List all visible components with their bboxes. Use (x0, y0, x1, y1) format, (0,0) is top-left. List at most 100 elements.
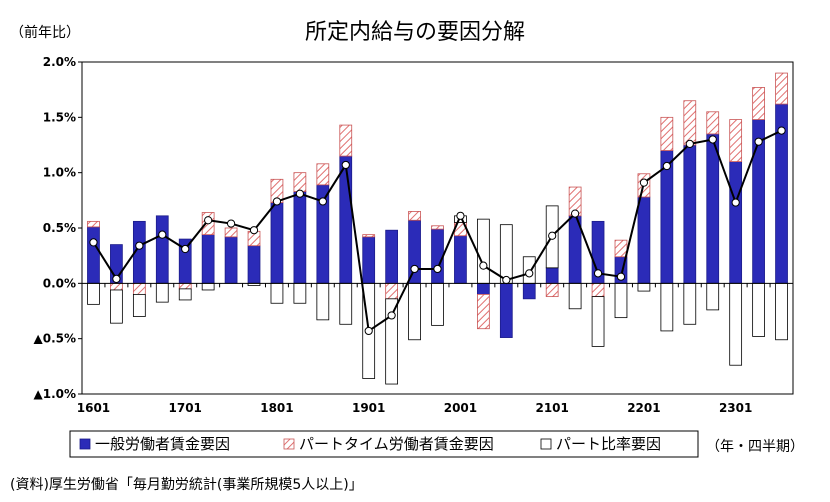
bar-general-1804 (339, 155, 353, 284)
bar-general-2001 (454, 235, 467, 284)
bar-general-1901 (362, 236, 376, 284)
chart-legend: 一般労働者賃金要因 パートタイム労働者賃金要因 パート比率要因 (69, 430, 699, 458)
bar-part-time-1603 (132, 282, 146, 295)
line-point-2203 (685, 139, 694, 148)
bar-part-time-2101 (545, 282, 559, 298)
bar-part-time-1904 (431, 225, 444, 230)
line-point-1701 (181, 244, 190, 254)
line-point-1804 (341, 160, 350, 170)
bar-part-time-1601 (87, 220, 100, 228)
legend-swatch-part-time (283, 438, 295, 450)
bar-general-1903 (408, 219, 421, 284)
line-point-1902 (387, 311, 396, 320)
bar-part-time-2104 (614, 239, 628, 258)
bar-general-2202 (660, 150, 674, 284)
bar-part-time-2202 (660, 116, 674, 151)
line-point-2302 (754, 137, 763, 146)
line-point-2102 (571, 209, 580, 218)
bar-part-time-2303 (775, 72, 788, 105)
bar-ratio-2301 (729, 282, 743, 366)
line-point-1601 (89, 238, 98, 247)
x-tick-label: 2001 (444, 401, 477, 415)
legend-swatch-general (79, 438, 91, 450)
x-tick-label: 2301 (719, 401, 752, 415)
line-point-2201 (639, 178, 649, 187)
line-point-2004 (525, 269, 534, 278)
legend-label-ratio: パート比率要因 (556, 435, 661, 453)
bar-ratio-2102 (568, 282, 582, 310)
bar-ratio-1801 (270, 282, 284, 304)
line-point-2101 (548, 231, 557, 240)
bar-ratio-2202 (660, 282, 674, 332)
line-point-2104 (616, 272, 626, 281)
line-point-2003 (502, 275, 511, 285)
bar-general-2204 (706, 133, 720, 284)
bar-general-1801 (270, 202, 284, 284)
bar-general-1702 (201, 234, 215, 284)
bar-general-2002 (477, 282, 490, 295)
bar-part-time-2204 (706, 111, 720, 135)
x-tick-label: 1601 (77, 401, 110, 415)
bar-general-2003 (499, 282, 513, 338)
x-tick-label: 2101 (535, 401, 568, 415)
y-tick-label: 1.5% (43, 110, 76, 124)
y-tick-label: 0.0% (43, 276, 76, 290)
legend-frame (69, 430, 699, 458)
bar-ratio-2103 (591, 296, 605, 347)
line-point-1802 (295, 189, 304, 198)
bar-part-time-1902 (385, 282, 399, 300)
bar-ratio-1804 (339, 282, 353, 325)
line-point-1603 (135, 241, 144, 250)
bar-general-1902 (385, 229, 399, 284)
bar-ratio-1702 (201, 282, 215, 291)
bar-ratio-1903 (408, 282, 421, 341)
y-tick-label: ▲0.5% (33, 332, 76, 346)
total-line-layer (89, 126, 786, 336)
legend-swatch-ratio (540, 438, 552, 450)
legend-label-part-time: パートタイム労働者賃金要因 (299, 435, 494, 453)
bar-ratio-2002 (477, 218, 490, 284)
y-tick-label: ▲1.0% (33, 387, 76, 401)
bar-general-2004 (522, 282, 536, 300)
line-point-1704 (249, 226, 259, 235)
bar-general-1601 (87, 226, 100, 284)
chart-title: 所定内給与の要因分解 (304, 20, 525, 45)
y-axis-unit-label: （前年比） (10, 25, 80, 41)
bar-part-time-1804 (339, 124, 353, 157)
line-point-2303 (777, 126, 786, 135)
y-tick-label: 2.0% (43, 55, 76, 69)
bar-ratio-1902 (385, 298, 399, 385)
bar-ratio-1603 (132, 293, 146, 317)
bar-part-time-1802 (293, 172, 307, 192)
bar-part-time-2301 (729, 119, 743, 163)
bar-ratio-2204 (706, 282, 720, 311)
bar-general-2203 (683, 144, 697, 284)
x-tick-label: 1801 (260, 401, 293, 415)
line-point-2001 (456, 211, 465, 220)
x-tick-label: 2201 (627, 401, 660, 415)
bar-ratio-1701 (178, 288, 192, 301)
line-point-1901 (364, 326, 373, 336)
chart-axes: 2.0% 1.5% 1.0% 0.5% 0.0% ▲0.5% ▲1.0%1601 1701 18… (33, 55, 794, 415)
bar-ratio-1803 (316, 282, 330, 321)
bar-part-time-1901 (362, 234, 376, 238)
bar-general-1904 (431, 228, 444, 284)
bar-part-time-2302 (752, 87, 765, 120)
bar-part-time-2203 (683, 100, 697, 146)
bar-general-1704 (247, 245, 261, 284)
legend-label-general: 一般労働者賃金要因 (95, 435, 230, 453)
bar-general-2201 (637, 196, 651, 284)
bar-part-time-2103 (591, 282, 605, 298)
bar-ratio-2303 (775, 282, 788, 341)
line-point-2103 (593, 269, 603, 278)
line-point-1801 (272, 197, 282, 206)
bar-general-1802 (293, 191, 307, 284)
bar-general-2301 (729, 161, 743, 284)
bar-ratio-1802 (293, 282, 307, 304)
bar-ratio-1601 (87, 282, 100, 305)
bar-general-1703 (224, 236, 238, 284)
bar-ratio-2201 (637, 282, 651, 292)
bar-general-2101 (545, 267, 559, 284)
line-point-1702 (204, 216, 213, 225)
